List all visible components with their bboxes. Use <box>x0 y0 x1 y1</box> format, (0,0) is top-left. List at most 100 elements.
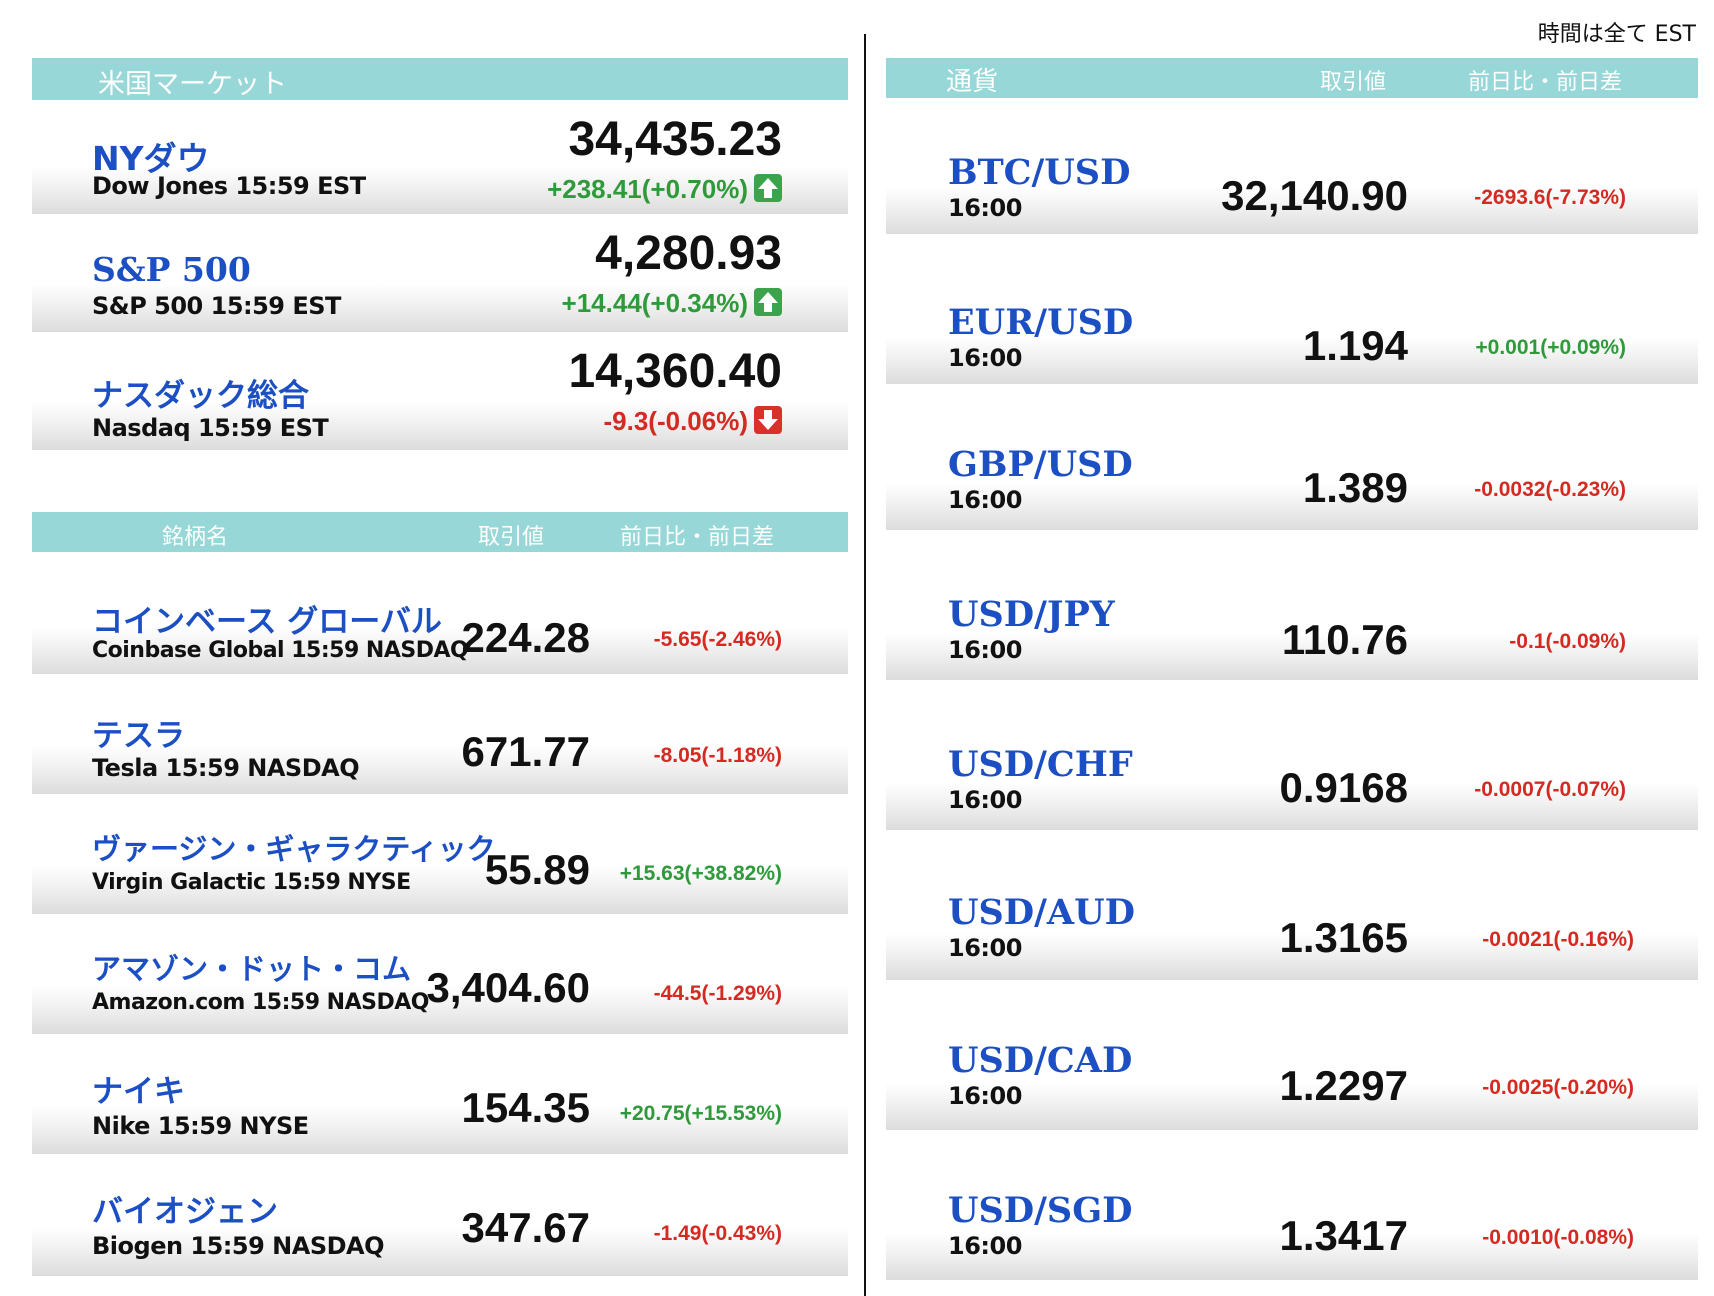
stocks-header-change: 前日比・前日差 <box>620 525 775 550</box>
stock-name: バイオジェン <box>92 1194 278 1230</box>
currency-row[interactable]: USD/AUD 16:00 1.3165 -0.0021(-0.16%) <box>886 868 1698 980</box>
currency-change: -0.0021(-0.16%) <box>1482 928 1634 951</box>
stock-row[interactable]: アマゾン・ドット・コム Amazon.com 15:59 NASDAQ 3,40… <box>32 920 848 1034</box>
us-market-title: 米国マーケット <box>98 69 287 100</box>
index-sub: Nasdaq 15:59 EST <box>92 414 329 442</box>
currency-time: 16:00 <box>948 934 1022 962</box>
us-market-panel: 米国マーケット NYダウ Dow Jones 15:59 EST 34,435.… <box>32 58 848 458</box>
currency-pair: BTC/USD <box>948 152 1131 193</box>
stock-change: +20.75(+15.53%) <box>619 1102 782 1125</box>
currency-time: 16:00 <box>948 636 1022 664</box>
currency-pair: GBP/USD <box>948 444 1133 485</box>
stock-name: テスラ <box>92 718 185 754</box>
stock-price: 671.77 <box>461 728 590 775</box>
currency-pair: USD/AUD <box>948 892 1135 933</box>
index-change: -9.3(-0.06%) <box>603 406 749 436</box>
currency-time: 16:00 <box>948 786 1022 814</box>
stocks-header-price: 取引値 <box>478 525 545 550</box>
currency-value: 1.2297 <box>1279 1062 1408 1109</box>
currency-row[interactable]: USD/CHF 16:00 0.9168 -0.0007(-0.07%) <box>886 718 1698 830</box>
index-value: 4,280.93 <box>595 227 782 280</box>
currency-header-change: 前日比・前日差 <box>1468 70 1623 95</box>
index-value: 34,435.23 <box>568 113 782 166</box>
currency-pair: USD/SGD <box>948 1190 1133 1231</box>
index-name: ナスダック総合 <box>92 378 309 414</box>
currency-pair: EUR/USD <box>948 302 1134 343</box>
currency-change: -0.0007(-0.07%) <box>1474 778 1626 801</box>
index-row-sp500[interactable]: S&P 500 S&P 500 15:59 EST 4,280.93 +14.4… <box>32 218 848 332</box>
stock-change: -5.65(-2.46%) <box>653 628 782 651</box>
index-value: 14,360.40 <box>568 345 782 398</box>
currency-pair: USD/JPY <box>948 594 1115 635</box>
stock-sub: Amazon.com 15:59 NASDAQ <box>92 990 429 1015</box>
stock-change: -1.49(-0.43%) <box>653 1222 782 1245</box>
currency-value: 1.194 <box>1302 322 1408 369</box>
arrow-up-icon <box>754 174 782 202</box>
stock-name: コインベース グローバル <box>92 604 442 640</box>
stock-price: 55.89 <box>484 846 590 893</box>
stock-change: -44.5(-1.29%) <box>653 982 782 1005</box>
currency-change: -0.0032(-0.23%) <box>1474 478 1626 501</box>
stock-row[interactable]: ヴァージン・ギャラクティック Virgin Galactic 15:59 NYS… <box>32 800 848 914</box>
stock-price: 347.67 <box>461 1204 590 1251</box>
currency-time: 16:00 <box>948 486 1022 514</box>
stock-sub: Nike 15:59 NYSE <box>92 1112 309 1140</box>
us-market-header: 米国マーケット <box>32 58 848 100</box>
stock-sub: Coinbase Global 15:59 NASDAQ <box>92 638 469 663</box>
stock-row[interactable]: テスラ Tesla 15:59 NASDAQ 671.77 -8.05(-1.1… <box>32 680 848 794</box>
currency-header-name: 通貨 <box>946 67 999 97</box>
currency-value: 110.76 <box>1281 616 1408 663</box>
currency-value: 1.3165 <box>1279 914 1408 961</box>
currency-panel: 通貨 取引値 前日比・前日差 BTC/USD 16:00 32,140.90 -… <box>886 58 1698 1284</box>
stock-row[interactable]: コインベース グローバル Coinbase Global 15:59 NASDA… <box>32 562 848 674</box>
currency-time: 16:00 <box>948 194 1022 222</box>
currency-time: 16:00 <box>948 1082 1022 1110</box>
currency-row[interactable]: USD/SGD 16:00 1.3417 -0.0010(-0.08%) <box>886 1168 1698 1280</box>
currency-value: 1.389 <box>1302 464 1408 511</box>
stock-name: ナイキ <box>92 1074 185 1110</box>
stock-sub: Biogen 15:59 NASDAQ <box>92 1232 385 1260</box>
stock-price: 3,404.60 <box>426 964 591 1011</box>
index-change: +14.44(+0.34%) <box>561 288 748 318</box>
currency-change: -2693.6(-7.73%) <box>1474 186 1626 209</box>
currency-row[interactable]: USD/CAD 16:00 1.2297 -0.0025(-0.20%) <box>886 1018 1698 1130</box>
currency-time: 16:00 <box>948 344 1022 372</box>
currency-value: 32,140.90 <box>1221 172 1408 219</box>
currency-header-price: 取引値 <box>1320 70 1387 95</box>
arrow-up-icon <box>754 288 782 316</box>
currency-row[interactable]: EUR/USD 16:00 1.194 +0.001(+0.09%) <box>886 272 1698 384</box>
stock-name: ヴァージン・ギャラクティック <box>92 832 496 866</box>
currency-value: 0.9168 <box>1279 764 1408 811</box>
currency-change: -0.0010(-0.08%) <box>1482 1226 1634 1249</box>
currency-row[interactable]: GBP/USD 16:00 1.389 -0.0032(-0.23%) <box>886 418 1698 530</box>
index-sub: S&P 500 15:59 EST <box>92 292 341 320</box>
column-divider <box>864 34 866 1296</box>
stocks-panel: 銘柄名 取引値 前日比・前日差 コインベース グローバル Coinbase Gl… <box>32 512 848 1282</box>
timezone-note: 時間は全て EST <box>1537 22 1696 47</box>
stock-row[interactable]: バイオジェン Biogen 15:59 NASDAQ 347.67 -1.49(… <box>32 1160 848 1276</box>
stock-row[interactable]: ナイキ Nike 15:59 NYSE 154.35 +20.75(+15.53… <box>32 1040 848 1154</box>
currency-row[interactable]: BTC/USD 16:00 32,140.90 -2693.6(-7.73%) <box>886 122 1698 234</box>
stocks-header-name: 銘柄名 <box>162 525 229 550</box>
index-sub: Dow Jones 15:59 EST <box>92 172 366 200</box>
stock-change: +15.63(+38.82%) <box>619 862 782 885</box>
currency-pair: USD/CHF <box>948 744 1133 785</box>
index-name: NYダウ <box>92 139 210 178</box>
stock-price: 154.35 <box>461 1084 590 1131</box>
index-name: S&P 500 <box>92 250 251 289</box>
arrow-down-icon <box>754 406 782 434</box>
currency-change: -0.0025(-0.20%) <box>1482 1076 1634 1099</box>
index-change: +238.41(+0.70%) <box>547 174 748 204</box>
currency-value: 1.3417 <box>1279 1212 1408 1259</box>
index-row-nasdaq[interactable]: ナスダック総合 Nasdaq 15:59 EST 14,360.40 -9.3(… <box>32 336 848 450</box>
currency-change: +0.001(+0.09%) <box>1475 336 1626 359</box>
currency-change: -0.1(-0.09%) <box>1509 630 1626 653</box>
stock-sub: Tesla 15:59 NASDAQ <box>92 754 360 782</box>
index-row-dow[interactable]: NYダウ Dow Jones 15:59 EST 34,435.23 +238.… <box>32 102 848 214</box>
stock-name: アマゾン・ドット・コム <box>92 952 412 986</box>
currency-header: 通貨 取引値 前日比・前日差 <box>886 58 1698 98</box>
stock-price: 224.28 <box>461 614 590 661</box>
currency-row[interactable]: USD/JPY 16:00 110.76 -0.1(-0.09%) <box>886 568 1698 680</box>
stock-sub: Virgin Galactic 15:59 NYSE <box>92 870 411 895</box>
stock-change: -8.05(-1.18%) <box>653 744 782 767</box>
